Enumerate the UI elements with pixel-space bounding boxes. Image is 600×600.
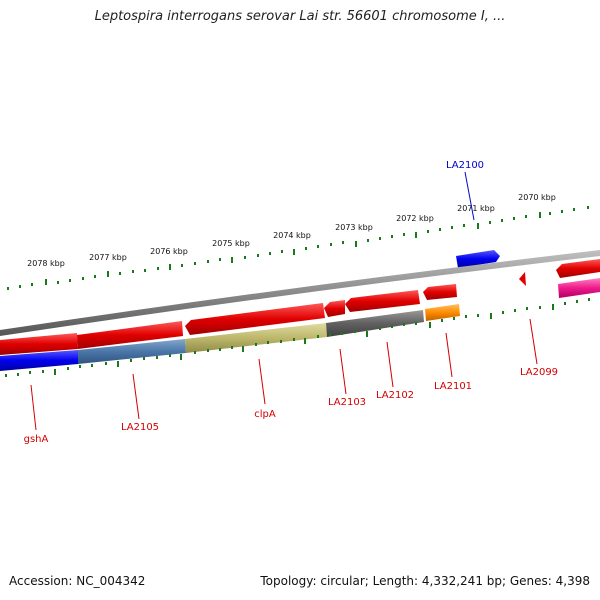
gene-label-la2102[interactable]: LA2102	[376, 390, 414, 401]
gene-label-gsha[interactable]: gshA	[24, 434, 49, 445]
gene-label-la2100[interactable]: LA2100	[446, 160, 484, 171]
gene-label-clpa[interactable]: clpA	[254, 409, 276, 420]
gene-gsha[interactable]	[0, 350, 78, 371]
gene-label-la2101[interactable]: LA2101	[434, 381, 472, 392]
gene-label-la2099[interactable]: LA2099	[520, 367, 558, 378]
kbp-label: 2078 kbp	[27, 259, 65, 268]
chromosome-backbone	[0, 250, 600, 336]
gene-red-right[interactable]	[556, 259, 600, 278]
kbp-label: 2070 kbp	[518, 193, 556, 202]
gene-la2101[interactable]	[425, 304, 460, 321]
gene-red-1[interactable]	[0, 333, 78, 355]
gene-red-2[interactable]	[77, 321, 183, 349]
label-leader-la2100	[464, 171, 475, 221]
kbp-label: 2073 kbp	[335, 223, 373, 232]
kbp-label: 2076 kbp	[150, 247, 188, 256]
lower-minor-ticks	[5, 298, 590, 377]
gene-la2099-marker[interactable]	[519, 272, 526, 286]
gene-red-6[interactable]	[423, 284, 457, 300]
kbp-labels: 2078 kbp 2077 kbp 2076 kbp 2075 kbp 2074…	[27, 193, 556, 268]
gene-label-la2103[interactable]: LA2103	[328, 397, 366, 408]
map-title: Leptospira interrogans serovar Lai str. …	[94, 9, 506, 24]
kbp-label: 2074 kbp	[273, 231, 311, 240]
gene-label-leaders	[30, 318, 538, 431]
gene-red-3[interactable]	[185, 303, 325, 335]
topology-summary: Topology: circular; Length: 4,332,241 bp…	[260, 574, 590, 588]
kbp-label: 2077 kbp	[89, 253, 127, 262]
accession-text: Accession: NC_004342	[9, 574, 146, 588]
gene-red-5[interactable]	[345, 290, 420, 312]
gene-la2105[interactable]	[78, 339, 186, 364]
kbp-label: 2072 kbp	[396, 214, 434, 223]
gene-clpa[interactable]	[185, 323, 327, 353]
kbp-minor-ticks	[7, 206, 589, 290]
lower-major-ticks	[54, 304, 554, 375]
gene-pink-right[interactable]	[558, 278, 600, 298]
gene-label-la2105[interactable]: LA2105	[121, 422, 159, 433]
gene-red-4[interactable]	[324, 300, 345, 317]
kbp-label: 2071 kbp	[457, 204, 495, 213]
gene-la2102[interactable]	[326, 310, 424, 337]
gene-la2100[interactable]	[456, 250, 500, 268]
kbp-major-ticks	[45, 212, 541, 285]
kbp-label: 2075 kbp	[212, 239, 250, 248]
